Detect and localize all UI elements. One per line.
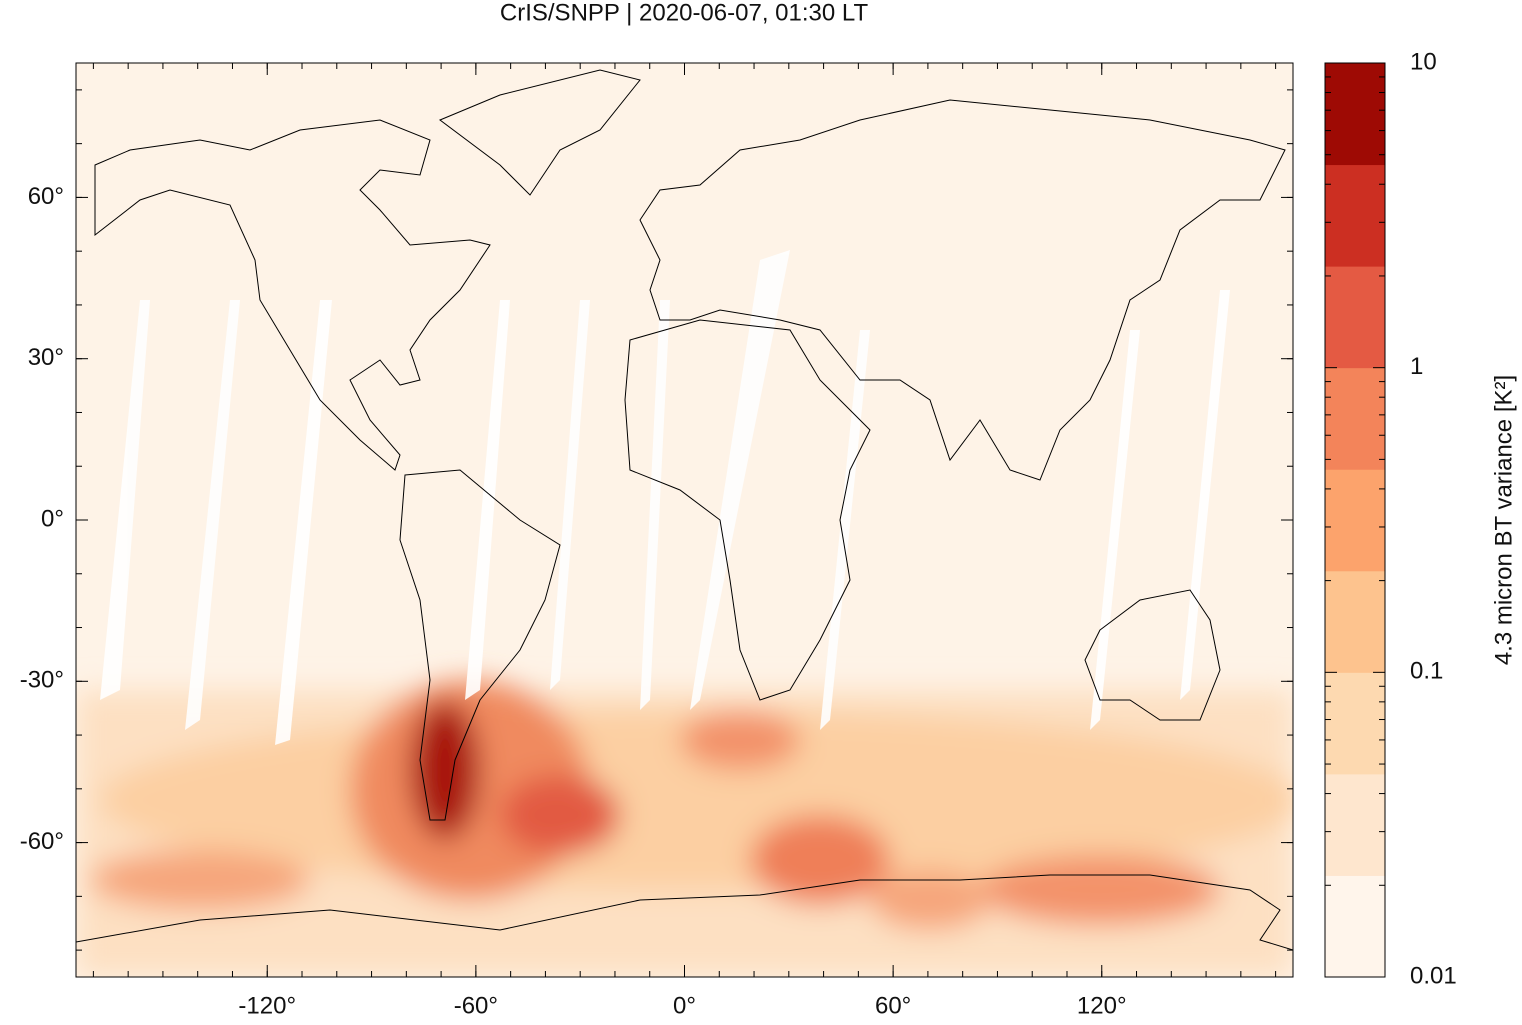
colorbar-band <box>1325 266 1385 369</box>
colorbar-band <box>1325 672 1385 775</box>
y-tick-label: 30° <box>28 344 64 371</box>
x-tick-label: -120° <box>238 992 296 1019</box>
colorbar-tick-label: 0.01 <box>1410 962 1457 989</box>
coastline <box>94 119 491 471</box>
colorbar-band <box>1325 570 1385 673</box>
colorbar-tick-label: 0.1 <box>1410 658 1443 685</box>
map-field <box>76 63 1293 977</box>
x-tick-label: -60° <box>454 992 498 1019</box>
coastline <box>624 319 871 701</box>
y-tick-label: -30° <box>20 667 64 694</box>
colorbar-band <box>1325 63 1385 166</box>
colorbar-band <box>1325 875 1385 978</box>
coastline <box>399 469 561 821</box>
x-tick-label: 120° <box>1077 992 1127 1019</box>
colorbar-tick-label: 1 <box>1410 353 1423 380</box>
colorbar-label: 4.3 micron BT variance [K²] <box>1490 375 1517 665</box>
x-tick-label: 0° <box>673 992 696 1019</box>
chart-title: CrIS/SNPP | 2020-06-07, 01:30 LT <box>500 0 869 26</box>
colorbar-band <box>1325 469 1385 572</box>
coastline <box>1084 589 1221 721</box>
colorbar-frame <box>1324 62 1386 978</box>
coastline <box>639 99 1286 481</box>
y-tick-label: -60° <box>20 828 64 855</box>
colorbar-band <box>1325 164 1385 267</box>
coastline <box>76 874 1293 951</box>
y-tick-label: 60° <box>28 183 64 210</box>
colorbar-band <box>1325 367 1385 470</box>
colorbar-tick-label: 10 <box>1410 48 1437 75</box>
y-tick-label: 0° <box>41 505 64 532</box>
coastline <box>439 69 641 196</box>
x-tick-label: 60° <box>875 992 911 1019</box>
colorbar-band <box>1325 773 1385 876</box>
